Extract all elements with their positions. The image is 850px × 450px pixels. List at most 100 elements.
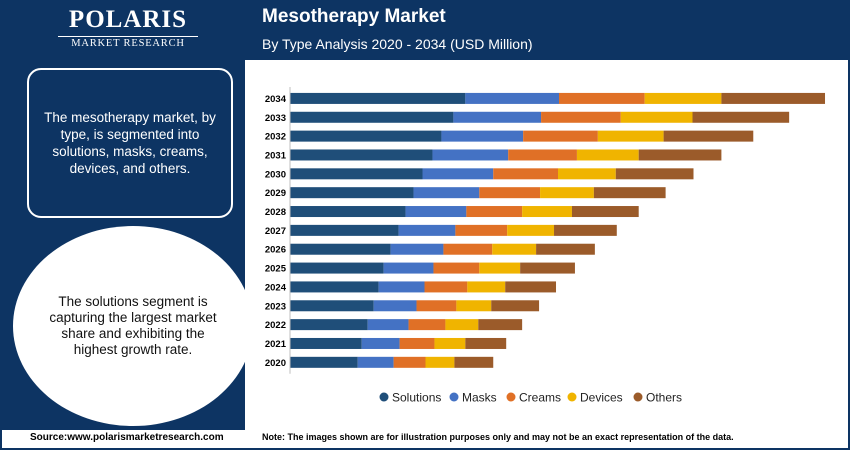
bar-2022-solutions bbox=[290, 319, 368, 331]
bar-2032-solutions bbox=[290, 130, 442, 142]
y-tick-label: 2030 bbox=[265, 169, 286, 180]
bar-2030-devices bbox=[558, 168, 616, 180]
bar-2020-masks bbox=[357, 356, 394, 368]
y-tick-label: 2028 bbox=[265, 207, 286, 218]
bar-2032-others bbox=[663, 130, 754, 142]
legend-label-others: Others bbox=[646, 391, 682, 405]
stacked-bar-chart: 2034 2033 2032 2031 2030 2029 2028 2027 2026 2025… bbox=[265, 87, 826, 405]
bar-2022-devices bbox=[445, 319, 479, 331]
source-text: Source:www.polarismarketresearch.com bbox=[30, 432, 224, 443]
bar-2024-others bbox=[505, 281, 557, 293]
bar-2029-creams bbox=[479, 187, 541, 199]
bar-2025-others bbox=[520, 262, 575, 274]
y-tick-label: 2025 bbox=[265, 264, 287, 275]
y-tick-label: 2029 bbox=[265, 188, 286, 199]
bar-2027-masks bbox=[398, 224, 456, 236]
bar-2034-others bbox=[721, 92, 826, 104]
legend-marker-masks bbox=[449, 392, 459, 402]
bar-2020-solutions bbox=[290, 356, 358, 368]
bar-2021-creams bbox=[399, 337, 435, 349]
bar-2029-solutions bbox=[290, 187, 414, 199]
bar-2023-solutions bbox=[290, 300, 374, 312]
bar-2026-creams bbox=[443, 243, 493, 255]
bar-2029-others bbox=[593, 187, 666, 199]
bar-2028-solutions bbox=[290, 206, 406, 218]
y-tick-label: 2026 bbox=[265, 245, 286, 256]
segment-info-box: The mesotherapy market, by type, is segm… bbox=[27, 68, 233, 218]
bar-2033-creams bbox=[541, 111, 621, 123]
bars-group bbox=[290, 92, 826, 368]
bar-2029-devices bbox=[540, 187, 594, 199]
bar-2034-devices bbox=[644, 92, 722, 104]
y-tick-label: 2024 bbox=[265, 282, 287, 293]
bar-2024-masks bbox=[378, 281, 425, 293]
legend-marker-solutions bbox=[379, 392, 389, 402]
bar-2023-others bbox=[491, 300, 540, 312]
legend-label-solutions: Solutions bbox=[392, 391, 441, 405]
bar-2028-devices bbox=[522, 206, 572, 218]
y-tick-label: 2027 bbox=[265, 226, 286, 237]
highlight-text: The solutions segment is capturing the l… bbox=[49, 294, 217, 357]
bar-2032-masks bbox=[441, 130, 524, 142]
bar-2033-masks bbox=[453, 111, 542, 123]
bar-2033-solutions bbox=[290, 111, 454, 123]
bar-2020-devices bbox=[425, 356, 455, 368]
bar-2034-solutions bbox=[290, 92, 466, 104]
bar-2023-creams bbox=[416, 300, 457, 312]
y-tick-label: 2031 bbox=[265, 150, 287, 161]
bar-2031-masks bbox=[432, 149, 509, 161]
bar-2020-others bbox=[454, 356, 494, 368]
bar-2028-creams bbox=[466, 206, 523, 218]
polaris-logo: POLARIS MARKET RESEARCH bbox=[58, 6, 198, 49]
legend: Solutions Masks Creams Devices Others bbox=[379, 391, 682, 405]
chart-title: Mesotherapy Market bbox=[262, 6, 446, 27]
bar-2024-devices bbox=[467, 281, 506, 293]
bar-2022-masks bbox=[367, 319, 409, 331]
bar-2021-devices bbox=[434, 337, 466, 349]
bar-2026-solutions bbox=[290, 243, 391, 255]
bar-2025-masks bbox=[383, 262, 434, 274]
legend-marker-devices bbox=[567, 392, 577, 402]
bar-2032-creams bbox=[523, 130, 598, 142]
bar-2032-devices bbox=[597, 130, 664, 142]
bar-2022-creams bbox=[408, 319, 446, 331]
bar-2023-masks bbox=[373, 300, 417, 312]
bar-2026-others bbox=[536, 243, 595, 255]
legend-label-devices: Devices bbox=[580, 391, 623, 405]
bar-2024-creams bbox=[424, 281, 468, 293]
bar-2034-creams bbox=[559, 92, 645, 104]
bar-2034-masks bbox=[465, 92, 559, 104]
bar-2028-others bbox=[571, 206, 639, 218]
bar-2027-creams bbox=[455, 224, 508, 236]
bar-2020-creams bbox=[393, 356, 426, 368]
bar-2027-devices bbox=[507, 224, 555, 236]
logo-sub-text: MARKET RESEARCH bbox=[58, 36, 198, 49]
header-band bbox=[0, 0, 850, 60]
bar-2025-solutions bbox=[290, 262, 384, 274]
bar-2027-others bbox=[554, 224, 617, 236]
y-tick-label: 2034 bbox=[265, 94, 287, 105]
bar-2031-others bbox=[638, 149, 722, 161]
bar-2026-devices bbox=[492, 243, 537, 255]
bar-2028-masks bbox=[405, 206, 467, 218]
bar-2030-others bbox=[615, 168, 694, 180]
y-tick-label: 2033 bbox=[265, 113, 286, 124]
chart-subtitle: By Type Analysis 2020 - 2034 (USD Millio… bbox=[262, 36, 533, 52]
bar-2023-devices bbox=[456, 300, 492, 312]
bar-2030-solutions bbox=[290, 168, 423, 180]
y-tick-label: 2023 bbox=[265, 301, 286, 312]
bar-2027-solutions bbox=[290, 224, 399, 236]
y-tick-labels: 2034 2033 2032 2031 2030 2029 2028 2027 2026 2025… bbox=[265, 94, 287, 369]
y-tick-label: 2020 bbox=[265, 358, 286, 369]
bar-2033-devices bbox=[620, 111, 693, 123]
y-tick-label: 2032 bbox=[265, 132, 286, 143]
bar-2026-masks bbox=[390, 243, 444, 255]
legend-label-creams: Creams bbox=[519, 391, 561, 405]
segment-info-text: The mesotherapy market, by type, is segm… bbox=[44, 110, 216, 176]
legend-marker-others bbox=[633, 392, 643, 402]
bar-2024-solutions bbox=[290, 281, 379, 293]
bar-2021-solutions bbox=[290, 337, 362, 349]
bar-2021-others bbox=[465, 337, 507, 349]
bar-2031-devices bbox=[576, 149, 639, 161]
bar-2022-others bbox=[478, 319, 523, 331]
